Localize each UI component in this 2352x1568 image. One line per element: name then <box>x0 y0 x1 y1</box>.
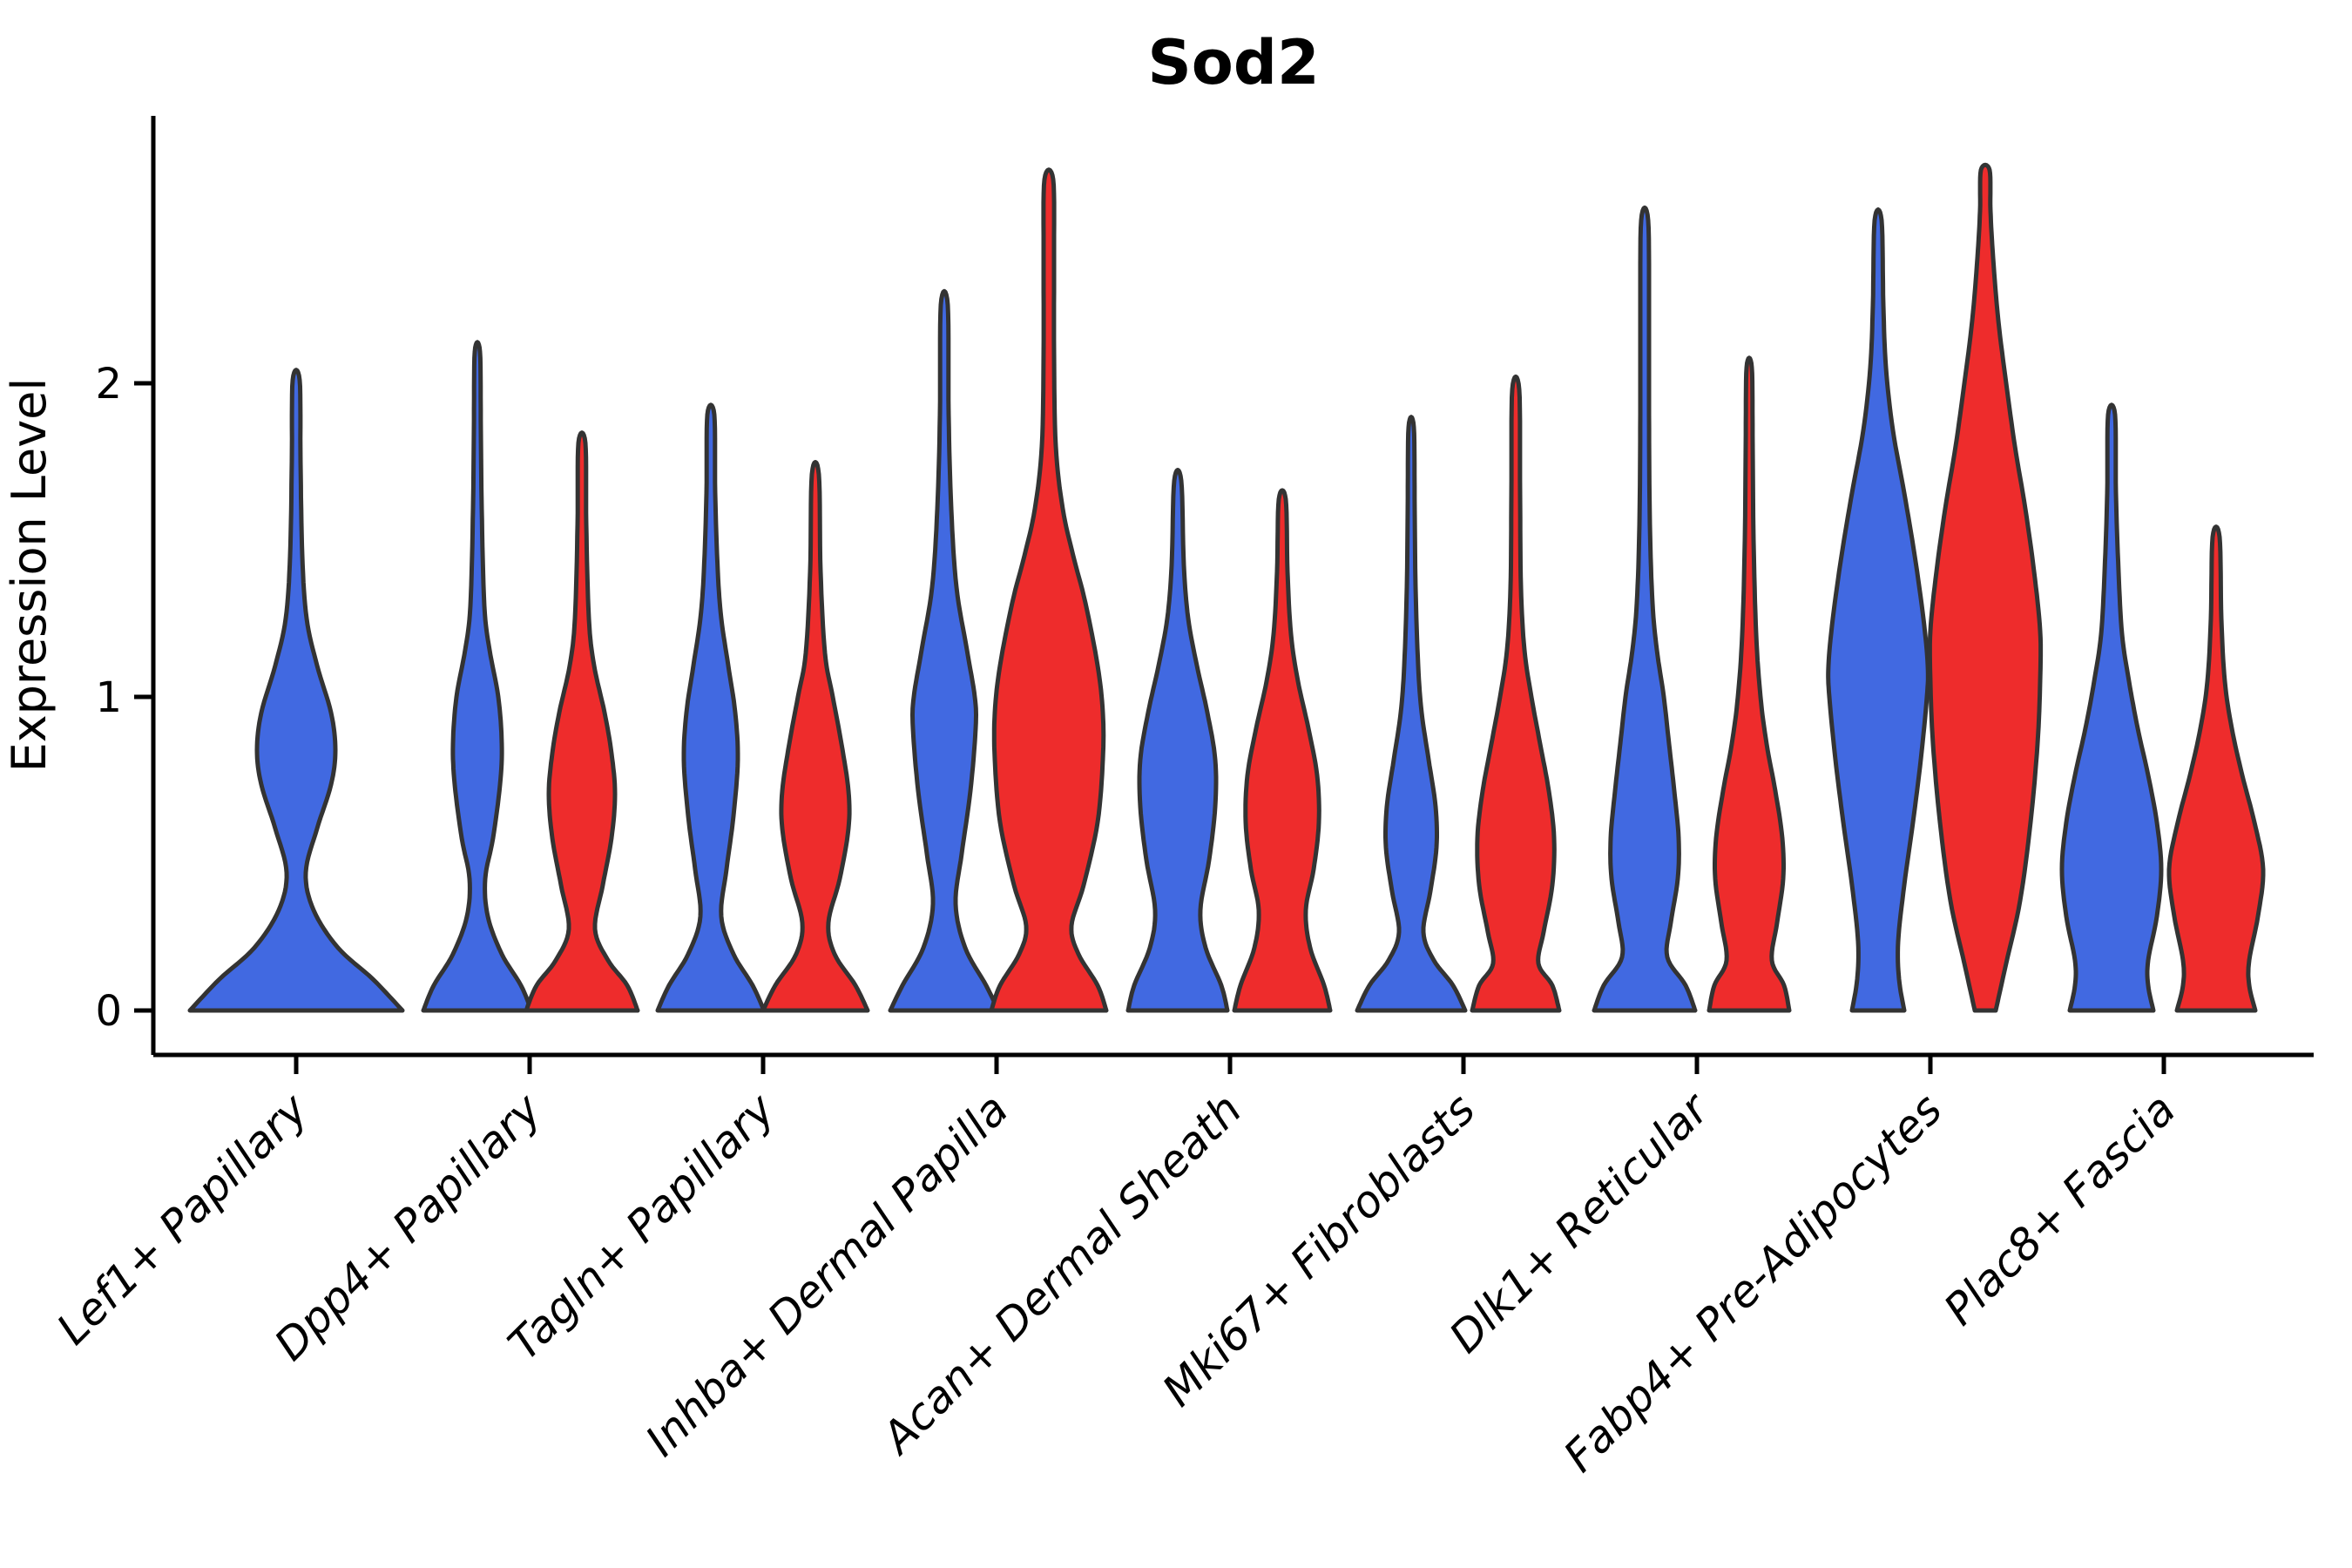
y-tick-label-0: 0 <box>95 987 122 1036</box>
axes-layer <box>134 116 2314 1074</box>
y-tick-label-2: 2 <box>95 360 122 409</box>
violins-layer <box>187 162 2266 1013</box>
violin-lef1-papillary-blue-group <box>187 368 405 1013</box>
violin-tagln-papillary-blue-group <box>655 402 767 1013</box>
x-tick-label-lef1-papillary: Lef1+ Papillary <box>47 1083 318 1354</box>
violin-acan-dermal-sheath-red-group <box>1232 488 1333 1013</box>
violin-plac8-fascia-blue-group <box>2059 402 2164 1013</box>
y-tick-labels: 0 1 2 <box>95 360 122 1036</box>
violin-tagln-papillary-red-group <box>760 460 870 1013</box>
x-tick-label-dlk1-reticular: Dlk1+ Reticular <box>1440 1082 1720 1362</box>
violin-dpp4-papillary-blue-group <box>421 340 534 1013</box>
violin-mki67-fibroblasts-blue-group <box>1355 415 1468 1013</box>
violin-dpp4-papillary-red-group <box>524 430 640 1013</box>
violin-acan-dermal-sheath-blue-group <box>1125 468 1230 1013</box>
violin-dlk1-reticular-blue-group <box>1592 205 1698 1013</box>
x-tick-label-plac8-fascia: Plac8+ Fascia <box>1935 1084 2186 1335</box>
violin-plac8-fascia-red-group <box>2166 524 2266 1013</box>
y-axis-label: Expression Level <box>2 378 57 773</box>
violin-fabp4-pre-adipocytes-blue-group <box>1826 207 1930 1013</box>
violin-dlk1-reticular-red-group <box>1707 355 1792 1013</box>
y-tick-label-1: 1 <box>95 673 122 722</box>
x-tick-label-fabp4-pre-adipocytes: Fabp4+ Pre-Adipocytes <box>1554 1084 1952 1482</box>
violin-mki67-fibroblasts-red-group <box>1470 374 1562 1013</box>
violin-inhba-dermal-papilla-red-group <box>989 167 1109 1013</box>
violin-inhba-dermal-papilla-blue-group <box>888 288 1001 1013</box>
violin-fabp4-pre-adipocytes-red-group <box>1927 162 2044 1013</box>
chart-title: Sod2 <box>1147 27 1319 98</box>
